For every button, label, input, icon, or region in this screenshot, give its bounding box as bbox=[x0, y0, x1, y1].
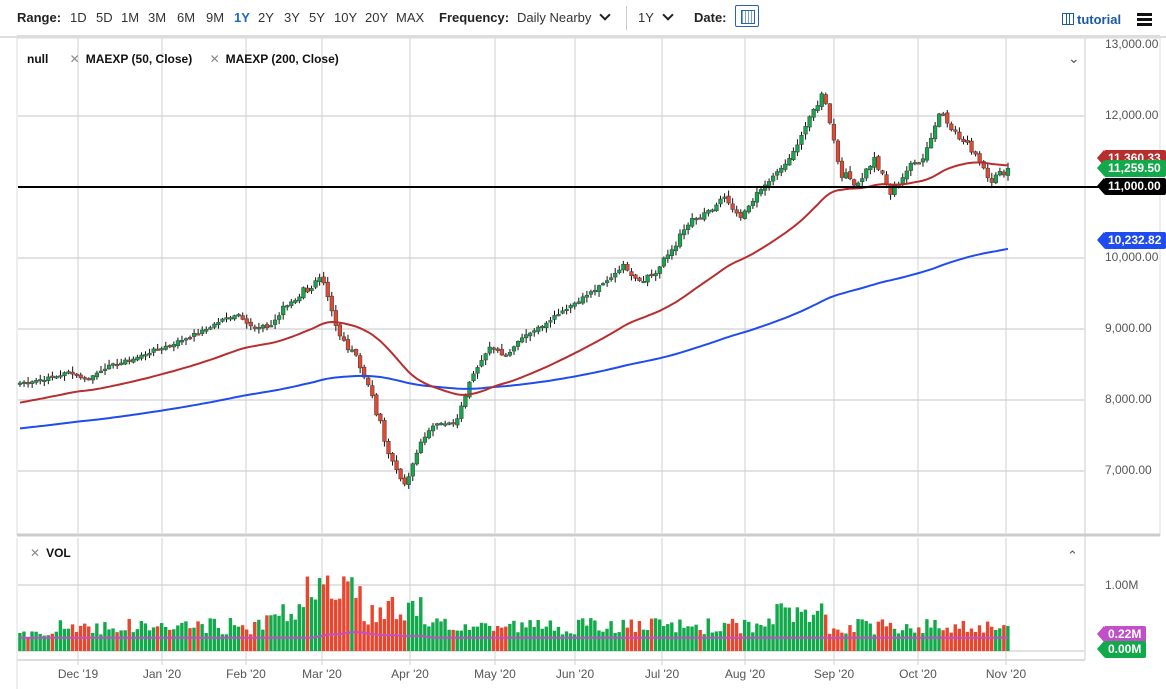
price-axis-tick: 8,000.00 bbox=[1105, 392, 1152, 406]
price-axis-tick: 7,000.00 bbox=[1105, 463, 1152, 477]
time-axis-label: Jul '20 bbox=[644, 667, 680, 681]
volume-legend: ✕ VOL bbox=[30, 546, 71, 560]
time-axis-label: Sep '20 bbox=[813, 667, 855, 681]
range-6m[interactable]: 6M bbox=[177, 10, 196, 25]
calendar-icon bbox=[741, 10, 755, 24]
range-2y[interactable]: 2Y bbox=[258, 10, 274, 25]
calendar-button[interactable] bbox=[735, 5, 759, 27]
time-axis-label: Feb '20 bbox=[226, 667, 266, 681]
time-axis-label: Mar '20 bbox=[302, 667, 342, 681]
tutorial-label: tutorial bbox=[1077, 12, 1122, 27]
range-3y[interactable]: 3Y bbox=[284, 10, 300, 25]
volume-avg-tag: 0.22M bbox=[1096, 626, 1147, 643]
range-9m[interactable]: 9M bbox=[206, 10, 225, 25]
range-label: Range: bbox=[17, 10, 62, 25]
range-10y[interactable]: 10Y bbox=[334, 10, 358, 25]
frequency-value: Daily Nearby bbox=[517, 10, 592, 25]
remove-vol-icon[interactable]: ✕ bbox=[30, 546, 41, 560]
ma50-legend: MAEXP (50, Close) bbox=[85, 52, 193, 66]
remove-ma50-icon[interactable]: ✕ bbox=[69, 52, 80, 66]
remove-ma200-icon[interactable]: ✕ bbox=[209, 52, 220, 66]
frequency-select[interactable]: Daily Nearby bbox=[517, 9, 612, 25]
vol-label: VOL bbox=[46, 546, 71, 560]
time-axis-label: Aug '20 bbox=[724, 667, 766, 681]
price-axis-tick: 13,000.00 bbox=[1105, 37, 1159, 51]
film-icon bbox=[1062, 13, 1074, 25]
range-1y[interactable]: 1Y bbox=[234, 10, 250, 25]
collapse-price-pane-chevron-icon[interactable]: ⌄ bbox=[1068, 50, 1080, 66]
frequency-label: Frequency: bbox=[439, 10, 510, 25]
period-value: 1Y bbox=[638, 10, 654, 25]
time-axis-label: May '20 bbox=[474, 667, 516, 681]
range-5d[interactable]: 5D bbox=[96, 10, 113, 25]
price-axis-tick: 12,000.00 bbox=[1105, 108, 1159, 122]
time-axis-label: Jun '20 bbox=[555, 667, 595, 681]
time-axis-label: Nov '20 bbox=[985, 667, 1027, 681]
volume-axis-tick: 1.00M bbox=[1105, 578, 1139, 592]
range-3m[interactable]: 3M bbox=[148, 10, 167, 25]
tutorial-link[interactable]: tutorial bbox=[1062, 12, 1121, 27]
price-axis-tick: 9,000.00 bbox=[1105, 321, 1152, 335]
time-axis-label: Apr '20 bbox=[391, 667, 429, 681]
symbol-label: null bbox=[27, 52, 49, 66]
horizontal-line-tag: 11,000.00 bbox=[1097, 178, 1166, 195]
range-20y[interactable]: 20Y bbox=[365, 10, 389, 25]
ma200-legend: MAEXP (200, Close) bbox=[225, 52, 339, 66]
divider bbox=[626, 6, 627, 30]
price-axis-tick: 10,000.00 bbox=[1105, 250, 1159, 264]
date-label: Date: bbox=[694, 10, 727, 25]
last-price-tag: 11,259.50 bbox=[1097, 160, 1166, 177]
range-1d[interactable]: 1D bbox=[70, 10, 87, 25]
ma200-value-tag: 10,232.82 bbox=[1096, 232, 1166, 249]
range-1m[interactable]: 1M bbox=[121, 10, 140, 25]
range-max[interactable]: MAX bbox=[396, 10, 425, 25]
range-5y[interactable]: 5Y bbox=[309, 10, 325, 25]
time-axis-label: Dec '19 bbox=[57, 667, 99, 681]
hamburger-menu-icon[interactable] bbox=[1137, 13, 1152, 26]
collapse-volume-pane-chevron-icon[interactable]: ⌃ bbox=[1067, 548, 1078, 563]
period-select[interactable]: 1Y bbox=[638, 9, 674, 25]
time-axis-label: Oct '20 bbox=[899, 667, 937, 681]
price-legend: null ✕ MAEXP (50, Close) ✕ MAEXP (200, Clo… bbox=[27, 52, 339, 66]
time-axis-label: Jan '20 bbox=[142, 667, 182, 681]
volume-last-tag: 0.00M bbox=[1096, 641, 1147, 658]
